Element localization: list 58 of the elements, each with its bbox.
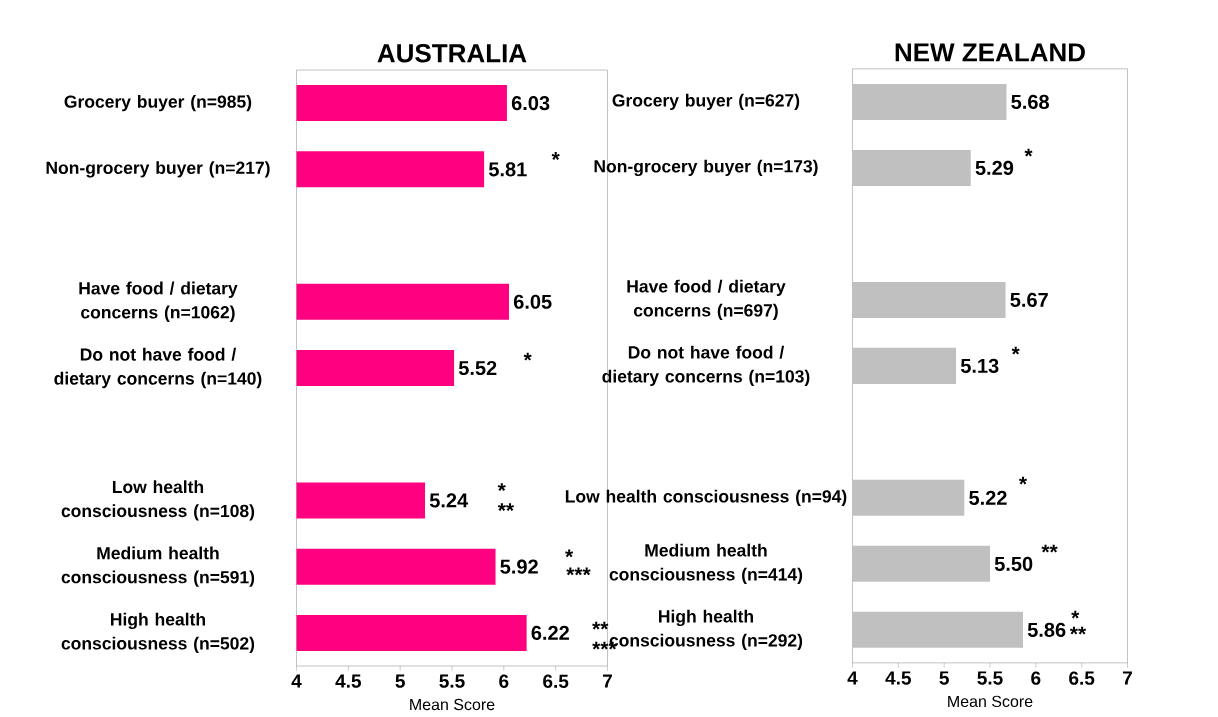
annotation: ** xyxy=(592,621,609,630)
y-tick-label: Medium health consciousness (n=591) xyxy=(61,546,255,587)
annotation: * xyxy=(1071,610,1080,619)
x-tick-label: 4.5 xyxy=(335,674,361,688)
y-tick-label: Grocery buyer (n=985) xyxy=(64,94,252,112)
y-tick-label: Low health consciousness (n=94) xyxy=(565,489,847,507)
annotation: * xyxy=(565,549,574,558)
x-tick-label: 5.5 xyxy=(977,671,1003,685)
data-label: 5.29 xyxy=(975,160,1014,175)
annotation: ** xyxy=(497,503,515,512)
x-tick-label: 4 xyxy=(291,674,302,688)
data-label: 5.81 xyxy=(488,162,527,177)
annotation: * xyxy=(1011,346,1020,355)
data-label: 5.67 xyxy=(1010,292,1048,307)
x-tick-label: 4 xyxy=(847,671,858,685)
annotation: ** xyxy=(1041,544,1058,553)
x-tick-label: 5 xyxy=(395,674,405,688)
x-tick-label: 6.5 xyxy=(543,674,569,688)
annotation: * xyxy=(523,352,532,361)
data-label: 5.50 xyxy=(994,556,1033,571)
annotation: * xyxy=(551,152,560,160)
chart-title: AUSTRALIA xyxy=(377,44,527,63)
y-tick-label: Low health consciousness (n=108) xyxy=(61,480,255,521)
y-tick-label: Do not have food / dietary concerns (n=140) xyxy=(54,347,262,389)
y-tick-label: Non-grocery buyer (n=217) xyxy=(46,161,270,178)
y-tick-label: High health consciousness (n=502) xyxy=(61,612,255,654)
data-label: 5.22 xyxy=(969,490,1007,505)
x-tick-label: 6.5 xyxy=(1069,671,1095,685)
y-tick-label: Grocery buyer (n=627) xyxy=(612,93,800,111)
y-tick-label: Medium health consciousness (n=414) xyxy=(609,543,803,585)
y-tick-label: Do not have food / dietary concerns (n=103) xyxy=(602,345,810,387)
data-label: 6.22 xyxy=(531,625,569,640)
data-label: 6.03 xyxy=(511,96,550,111)
annotation: * xyxy=(497,483,506,492)
data-label: 5.68 xyxy=(1011,94,1049,109)
x-tick-label: 7 xyxy=(603,674,612,688)
data-label: 5.86 xyxy=(1027,622,1066,637)
x-tick-label: 6 xyxy=(1031,671,1041,685)
data-label: 5.13 xyxy=(960,358,999,373)
x-tick-label: 5.5 xyxy=(439,674,465,688)
x-axis-title: Mean Score xyxy=(948,695,1033,708)
data-label: 5.52 xyxy=(458,360,497,376)
chart-title: NEW ZEALAND xyxy=(895,43,1085,62)
data-label: 5.92 xyxy=(500,559,538,574)
x-tick-label: 6 xyxy=(499,674,509,688)
x-tick-label: 4.5 xyxy=(885,671,911,685)
y-tick-label: Have food / dietary concerns (n=697) xyxy=(627,279,786,321)
data-label: 5.24 xyxy=(429,493,469,508)
y-tick-label: Have food / dietary concerns (n=1062) xyxy=(79,281,238,322)
y-tick-label: Non-grocery buyer (n=173) xyxy=(594,159,818,177)
annotation: * xyxy=(1018,476,1028,485)
x-tick-label: 5 xyxy=(939,671,949,685)
annotation: ** xyxy=(1069,626,1087,635)
x-axis-title: Mean Score xyxy=(410,698,495,711)
x-tick-label: 7 xyxy=(1123,671,1132,685)
annotation: * xyxy=(1024,148,1033,157)
data-label: 6.05 xyxy=(513,294,552,309)
annotation: *** xyxy=(566,567,591,576)
